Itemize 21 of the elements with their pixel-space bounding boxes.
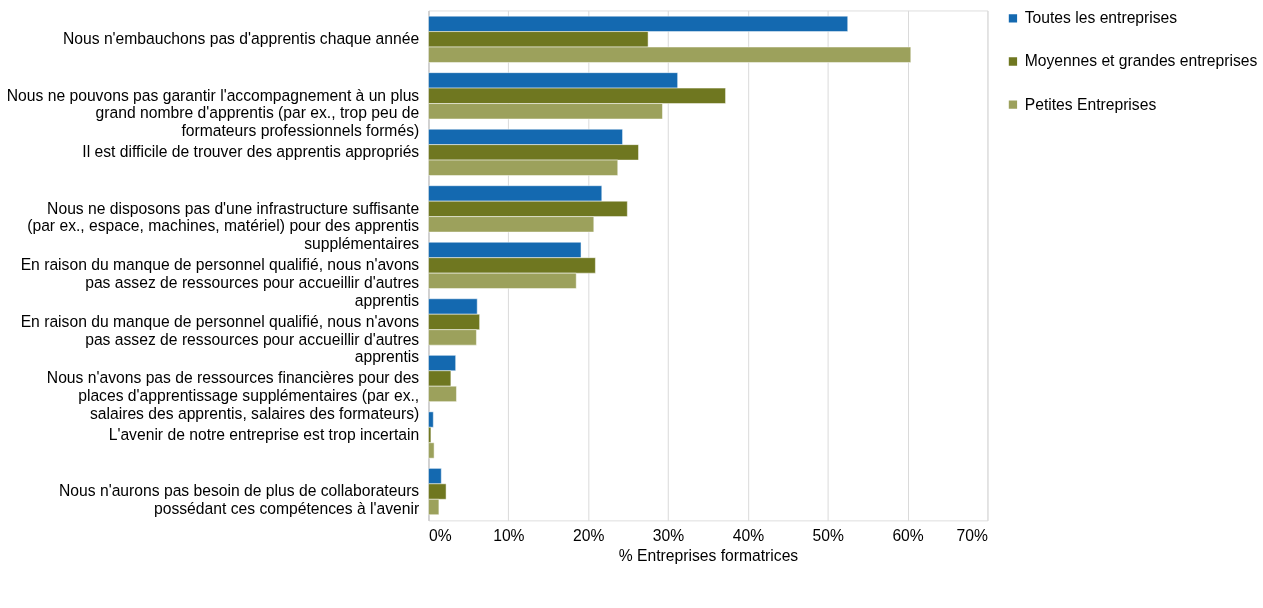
y-tick-label: En raison du manque de personnel qualifié, nous n'avons pas assez de ressources pour accueillir d'autres apprentis bbox=[20, 312, 420, 366]
legend-label: Toutes les entreprises bbox=[1024, 9, 1178, 27]
x-tick-label: 70% bbox=[956, 527, 988, 545]
y-tick-label: En raison du manque de personnel qualifié, nous n'avons pas assez de ressources pour accueillir d'autres apprentis bbox=[20, 256, 420, 309]
x-tick-label: 20% bbox=[573, 527, 605, 545]
x-tick-label: 60% bbox=[892, 527, 924, 545]
y-tick-label: Nous n'embauchons pas d'apprentis chaque année bbox=[62, 30, 420, 48]
x-tick-label: 10% bbox=[493, 527, 525, 545]
x-tick-label: 0% bbox=[429, 527, 452, 545]
legend-label: Moyennes et grandes entreprises bbox=[1024, 52, 1258, 70]
legend-label: Petites Entreprises bbox=[1024, 95, 1157, 113]
y-tick-label: L'avenir de notre entreprise est trop incertain bbox=[108, 425, 420, 443]
y-tick-label: Il est difficile de trouver des apprentis appropriés bbox=[82, 143, 420, 161]
y-tick-label: Nous n'aurons pas besoin de plus de collaborateurs possédant ces compétences à l'avenir bbox=[59, 482, 420, 518]
x-tick-label: 30% bbox=[652, 527, 685, 545]
y-tick-label: Nous ne pouvons pas garantir l'accompagnement à un plus grand nombre d'apprentis (par ex., trop peu de formateurs professionnels formés) bbox=[6, 86, 420, 140]
y-tick-label: Nous n'avons pas de ressources financières pour des places d'apprentissage supplémentaires (par ex., salaires des apprentis, salaires des formateurs) bbox=[46, 369, 420, 422]
x-tick-label: 40% bbox=[732, 527, 765, 545]
x-tick-label: 50% bbox=[812, 527, 844, 545]
y-tick-label: Nous ne disposons pas d'une infrastructure suffisante (par ex., espace, machines, matériel) pour des apprentis supplémentaires bbox=[27, 199, 420, 253]
x-axis-title: % Entreprises formatrices bbox=[618, 547, 799, 565]
